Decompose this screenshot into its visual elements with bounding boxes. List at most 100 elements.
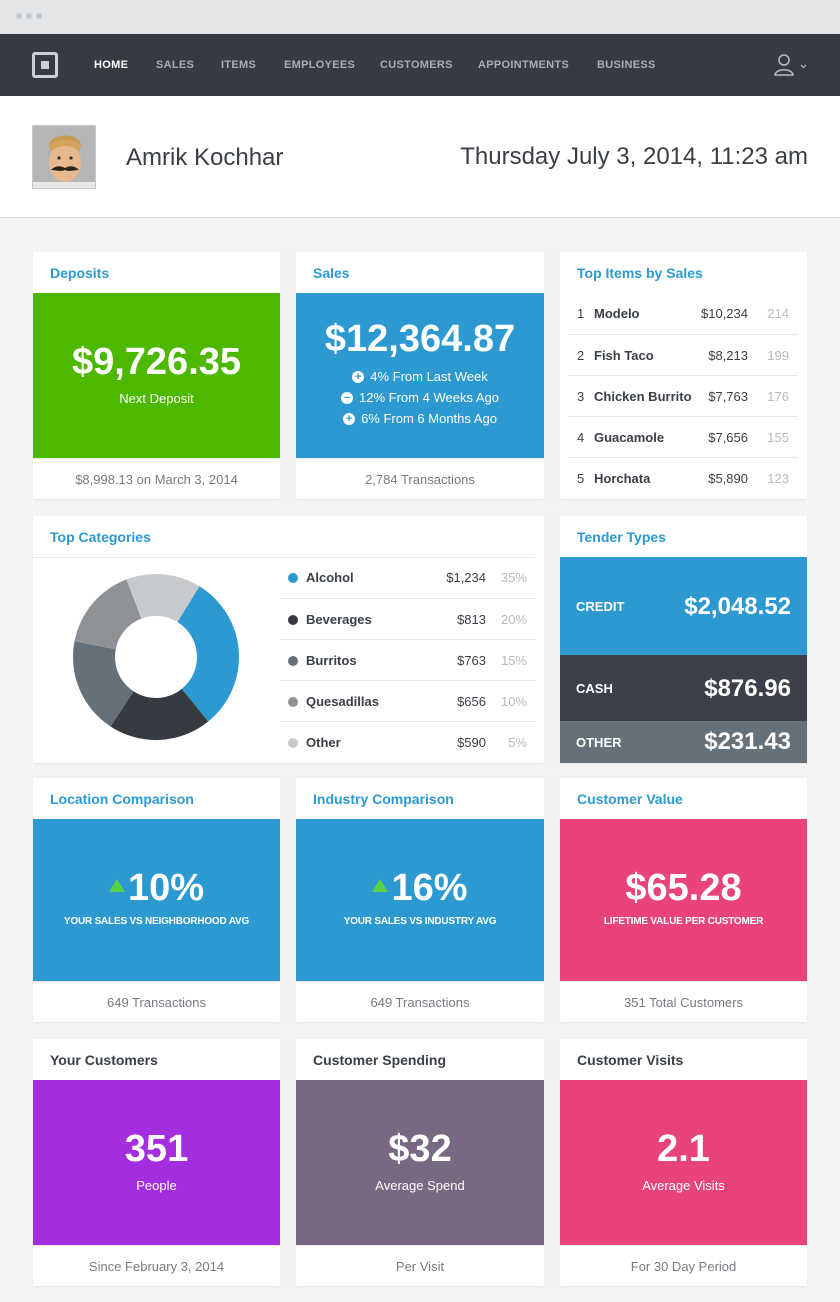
list-item[interactable]: 1 Modelo $10,234 214 [569,293,798,334]
top-categories-card[interactable]: Top Categories Alcohol $1,234 35% Bevera… [33,516,544,763]
category-dot [288,615,298,625]
sales-tile: $12,364.87 + 4% From Last Week − 12% Fro… [296,293,544,458]
deposits-footer: $8,998.13 on March 3, 2014 [33,458,280,499]
category-pct: 5% [508,735,527,750]
list-item[interactable]: 5 Horchata $5,890 123 [569,457,798,498]
tender-row-credit[interactable]: CREDIT $2,048.52 [560,557,807,655]
nav-home[interactable]: HOME [94,59,129,71]
category-pct: 20% [500,612,527,627]
category-name: Beverages [306,612,372,627]
category-dot [288,738,298,748]
sales-title: Sales [313,265,350,281]
category-row[interactable]: Quesadillas $656 10% [280,680,536,721]
your-customers-card[interactable]: Your Customers 351 People Since February… [33,1039,280,1286]
square-logo-icon[interactable] [32,52,58,78]
item-value: $5,890 [708,471,748,486]
nav-business[interactable]: BUSINESS [597,59,656,71]
location-comparison-card[interactable]: Location Comparison 10% YOUR SALES VS NE… [33,778,280,1022]
customer-spending-card[interactable]: Customer Spending $32 Average Spend Per … [296,1039,544,1286]
category-value: $590 [457,735,486,750]
location-footer: 649 Transactions [33,981,280,1022]
location-caption: YOUR SALES VS NEIGHBORHOOD AVG [63,916,250,927]
category-name: Quesadillas [306,694,379,709]
category-name: Other [306,735,341,750]
category-pct: 15% [500,653,527,668]
sales-change-text: 4% From Last Week [370,369,488,384]
window-dots [16,13,42,19]
customer-spending-value: $32 [388,1128,452,1170]
top-items-card[interactable]: Top Items by Sales 1 Modelo $10,234 214 … [560,252,807,499]
category-pct: 10% [500,694,527,709]
sales-card[interactable]: Sales $12,364.87 + 4% From Last Week − 1… [296,252,544,499]
your-customers-label: People [136,1178,177,1193]
your-customers-footer: Since February 3, 2014 [33,1245,280,1286]
top-navbar [0,34,840,96]
deposits-label: Next Deposit [119,391,194,406]
list-item[interactable]: 4 Guacamole $7,656 155 [569,416,798,457]
customer-value-tile: $65.28 LIFETIME VALUE PER CUSTOMER [560,819,807,981]
tender-row-cash[interactable]: CASH $876.96 [560,655,807,721]
sales-change-text: 6% From 6 Months Ago [361,411,497,426]
current-datetime: Thursday July 3, 2014, 11:23 am [460,143,808,170]
item-name: Fish Taco [594,348,654,363]
industry-tile: 16% YOUR SALES VS INDUSTRY AVG [296,819,544,981]
customer-spending-title: Customer Spending [313,1052,447,1068]
sales-change-line: + 4% From Last Week [296,369,544,384]
list-item[interactable]: 2 Fish Taco $8,213 199 [569,334,798,375]
customer-visits-tile: 2.1 Average Visits [560,1080,807,1245]
plus-icon: + [352,370,365,383]
category-dot [288,697,298,707]
industry-comparison-card[interactable]: Industry Comparison 16% YOUR SALES VS IN… [296,778,544,1022]
category-name: Alcohol [306,570,354,585]
category-row[interactable]: Beverages $813 20% [280,598,536,639]
industry-footer: 649 Transactions [296,981,544,1022]
up-arrow-icon [372,879,389,893]
sales-change-line: − 12% From 4 Weeks Ago [296,390,544,405]
sales-footer: 2,784 Transactions [296,458,544,499]
item-rank: 3 [577,389,585,404]
tender-amount: $2,048.52 [684,593,791,620]
nav-employees[interactable]: EMPLOYEES [284,59,356,71]
customer-value-card[interactable]: Customer Value $65.28 LIFETIME VALUE PER… [560,778,807,1022]
category-dot [288,573,298,583]
deposits-card[interactable]: Deposits $9,726.35 Next Deposit $8,998.1… [33,252,280,499]
tender-row-other[interactable]: OTHER $231.43 [560,721,807,763]
category-row[interactable]: Other $590 5% [280,721,536,762]
nav-appointments[interactable]: APPOINTMENTS [478,59,569,71]
category-row[interactable]: Alcohol $1,234 35% [280,557,536,598]
item-count: 176 [767,389,789,404]
item-rank: 2 [577,348,585,363]
user-menu-button[interactable] [774,53,808,79]
nav-customers[interactable]: CUSTOMERS [380,59,453,71]
industry-comparison-title: Industry Comparison [313,791,454,807]
customer-spending-tile: $32 Average Spend [296,1080,544,1245]
item-count: 199 [767,348,789,363]
customer-visits-card[interactable]: Customer Visits 2.1 Average Visits For 3… [560,1039,807,1286]
location-tile: 10% YOUR SALES VS NEIGHBORHOOD AVG [33,819,280,981]
customer-value-caption: LIFETIME VALUE PER CUSTOMER [603,916,764,927]
avatar[interactable] [32,125,96,189]
nav-items[interactable]: ITEMS [221,59,257,71]
donut-slice-burritos [73,641,134,727]
tender-types-title: Tender Types [577,529,666,545]
customer-spending-footer: Per Visit [296,1245,544,1286]
user-icon [774,54,807,76]
item-value: $7,656 [708,430,748,445]
browser-chrome [0,0,840,34]
item-count: 155 [767,430,789,445]
top-categories-title: Top Categories [50,529,151,545]
item-name: Guacamole [594,430,665,445]
tender-types-card[interactable]: Tender Types CREDIT $2,048.52 CASH $876.… [560,516,807,763]
sales-change-line: + 6% From 6 Months Ago [296,411,544,426]
customer-value-amount: $65.28 [625,867,742,909]
item-rank: 5 [577,471,585,486]
list-item[interactable]: 3 Chicken Burrito $7,763 176 [569,375,798,416]
item-count: 123 [767,471,789,486]
item-rank: 4 [577,430,585,445]
tender-label: CREDIT [576,599,625,614]
customer-value-title: Customer Value [577,791,683,807]
nav-sales[interactable]: SALES [156,59,195,71]
category-row[interactable]: Burritos $763 15% [280,639,536,680]
customer-value-footer: 351 Total Customers [560,981,807,1022]
item-name: Chicken Burrito [594,389,692,404]
